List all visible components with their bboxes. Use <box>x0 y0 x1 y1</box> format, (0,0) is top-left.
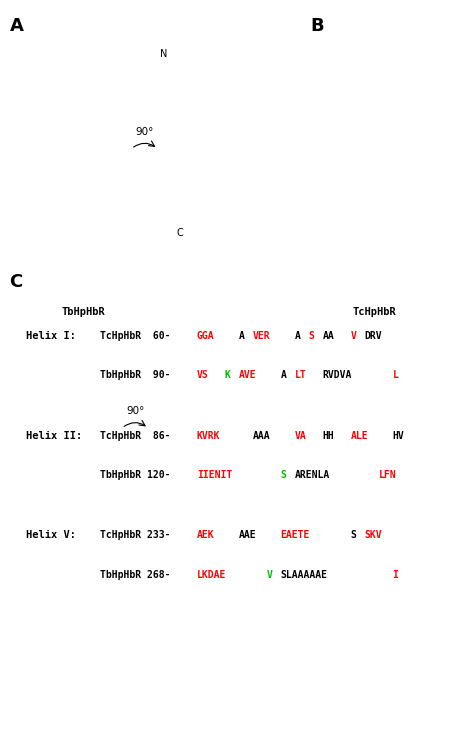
Text: A: A <box>9 17 23 35</box>
Text: V: V <box>350 331 356 341</box>
Text: A: A <box>281 370 286 381</box>
Bar <box>0 273 474 445</box>
Text: K: K <box>225 370 230 381</box>
Text: VA: VA <box>294 430 306 441</box>
Text: C: C <box>177 227 183 238</box>
Text: SLAAAAAE: SLAAAAAE <box>281 569 328 580</box>
Text: TbHpHbR: TbHpHbR <box>61 307 105 317</box>
Text: HH: HH <box>322 430 334 441</box>
Text: B: B <box>310 17 324 35</box>
Text: TbHpHbR 120-: TbHpHbR 120- <box>100 470 170 480</box>
Text: KVRK: KVRK <box>197 430 220 441</box>
Text: HV: HV <box>392 430 404 441</box>
Text: A: A <box>238 331 245 341</box>
Text: Helix I:: Helix I: <box>26 331 76 341</box>
Text: L: L <box>392 370 398 381</box>
Text: AEK: AEK <box>197 530 214 541</box>
Text: VS: VS <box>197 370 209 381</box>
Text: TcHpHbR 233-: TcHpHbR 233- <box>100 530 170 541</box>
Text: DRV: DRV <box>365 331 382 341</box>
Text: TcHpHbR  60-: TcHpHbR 60- <box>100 331 170 341</box>
Text: IIENIT: IIENIT <box>197 470 232 480</box>
Text: S: S <box>309 331 314 341</box>
Text: AA: AA <box>322 331 334 341</box>
Text: GGA: GGA <box>197 331 214 341</box>
Bar <box>0 17 474 270</box>
Text: EAETE: EAETE <box>281 530 310 541</box>
Text: LT: LT <box>294 370 306 381</box>
Text: ALE: ALE <box>350 430 368 441</box>
Text: S: S <box>350 530 356 541</box>
Text: N: N <box>160 49 167 60</box>
Text: SKV: SKV <box>365 530 382 541</box>
Text: TbHpHbR 268-: TbHpHbR 268- <box>100 569 170 580</box>
Text: AVE: AVE <box>238 370 256 381</box>
Text: AAA: AAA <box>253 430 270 441</box>
Text: S: S <box>281 470 286 480</box>
Text: V: V <box>266 569 273 580</box>
Text: 90°: 90° <box>136 127 154 137</box>
Text: Helix II:: Helix II: <box>26 430 82 441</box>
Text: Helix V:: Helix V: <box>26 530 76 541</box>
Text: LFN: LFN <box>378 470 396 480</box>
Text: I: I <box>392 569 398 580</box>
Text: TbHpHbR  90-: TbHpHbR 90- <box>100 370 170 381</box>
Text: A: A <box>294 331 301 341</box>
Text: AAE: AAE <box>238 530 256 541</box>
Text: TcHpHbR  86-: TcHpHbR 86- <box>100 430 170 441</box>
Text: TcHpHbR: TcHpHbR <box>353 307 396 317</box>
Text: RVDVA: RVDVA <box>322 370 352 381</box>
Text: 90°: 90° <box>126 406 144 417</box>
Text: VER: VER <box>253 331 270 341</box>
Text: C: C <box>9 273 23 291</box>
Text: ARENLA: ARENLA <box>294 470 330 480</box>
Text: LKDAE: LKDAE <box>197 569 226 580</box>
